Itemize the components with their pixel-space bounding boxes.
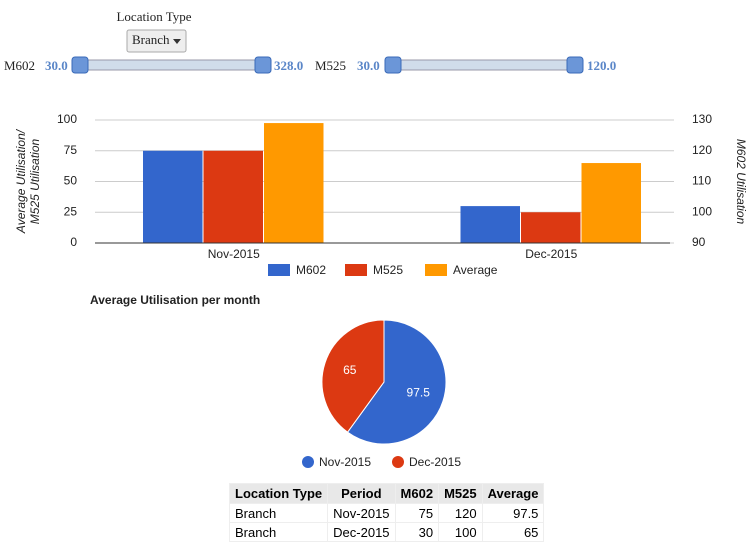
slider-label: M602 [4,58,35,73]
slider-low: 30.0 [45,58,68,73]
pie-title: Average Utilisation per month [90,293,260,307]
header-cell: M525 [438,483,483,504]
y-tick-label: 100 [57,112,77,126]
pie-slice [321,319,385,433]
slider-handle[interactable] [566,56,584,74]
y-axis-title: M525 Utilisation [28,138,42,224]
header-cell: M602 [394,483,440,504]
pie-label: 97.5 [407,385,431,399]
slider-track [79,59,264,71]
bar [521,212,581,243]
y-tick-label: 75 [64,143,78,157]
table-cell: 75 [394,503,440,523]
slider-track [392,59,576,71]
slider-high: 328.0 [274,58,303,73]
table-row: Branch Nov-2015 75 120 97.5 [228,503,545,523]
y2-tick-label: 130 [692,112,712,126]
legend-label: Dec-2015 [409,455,461,469]
pie-slice [346,319,447,445]
bar [143,150,203,243]
legend-swatch [268,264,290,276]
legend-swatch [425,264,447,276]
pie-label: 65 [343,363,357,377]
y-tick-label: 25 [64,204,78,218]
slider-handle[interactable] [384,56,402,74]
table-cell: Branch [228,522,329,542]
header-cell: Location Type [228,483,329,504]
legend-marker [302,456,314,468]
legend-label: Nov-2015 [319,455,371,469]
table-cell: 120 [438,503,483,523]
bar [581,163,641,243]
legend-label: M602 [296,263,326,277]
slider-label: M525 [315,58,346,73]
y2-tick-label: 110 [692,174,711,188]
y-tick-label: 0 [70,235,77,249]
table-cell: 65 [481,522,545,542]
slider-handle[interactable] [71,56,89,74]
y2-tick-label: 90 [692,235,706,249]
header-row: Location Type Period M602 M525 Average [228,483,545,504]
table-cell: 30 [394,522,440,542]
y2-axis-title: M602 Utilisation [734,139,748,225]
bar [460,206,520,243]
slider-high: 120.0 [587,58,616,73]
data-table: Location Type Period M602 M525 Average Branch… [228,483,545,542]
table-cell: Nov-2015 [327,503,396,523]
y2-tick-label: 120 [692,143,712,157]
table-cell: 100 [438,522,483,542]
legend-swatch [345,264,367,276]
slider-handle[interactable] [254,56,272,74]
x-tick-label: Dec-2015 [525,247,577,261]
dropdown[interactable]: Branch [126,29,187,53]
y2-tick-label: 100 [692,204,712,218]
canvas: Location Type Branch M602 30.0 328.0 M525 30… [4,9,748,469]
table-cell: Dec-2015 [327,522,396,542]
table-cell: 97.5 [481,503,545,523]
legend-label: M525 [373,263,403,277]
dropdown-value[interactable]: Branch [132,32,170,47]
header-cell: Average [481,483,545,504]
legend-marker [392,456,404,468]
table-row: Branch Dec-2015 30 100 65 [228,522,545,542]
header-cell: Period [327,483,396,504]
legend-label: Average [453,263,498,277]
control-label: Location Type [116,9,191,24]
y-tick-label: 50 [64,174,78,188]
table-cell: Branch [228,503,329,523]
bar [203,150,263,243]
bar [264,123,324,243]
slider-low: 30.0 [357,58,380,73]
x-tick-label: Nov-2015 [208,247,260,261]
y-axis-title: Average Utilisation/ [14,128,28,234]
